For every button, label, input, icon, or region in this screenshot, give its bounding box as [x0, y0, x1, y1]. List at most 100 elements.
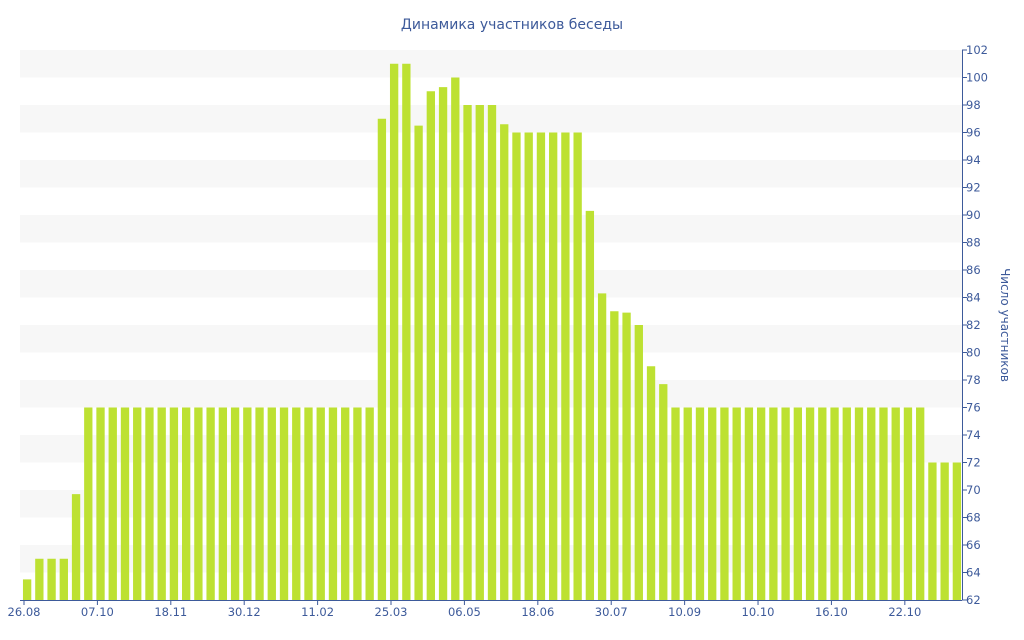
- bar: [573, 132, 582, 600]
- bar: [867, 407, 876, 600]
- bar: [634, 325, 643, 600]
- bar: [500, 124, 509, 600]
- bar: [438, 87, 448, 600]
- y-tick-label: 94: [966, 153, 981, 167]
- bar: [206, 407, 215, 600]
- x-tick-label: 22.10: [888, 605, 921, 619]
- bar: [84, 407, 93, 600]
- bar: [59, 558, 68, 600]
- bar: [708, 407, 717, 600]
- bar: [940, 462, 949, 600]
- x-tick-label: 07.10: [81, 605, 114, 619]
- bar: [524, 132, 533, 600]
- grid-band: [20, 50, 962, 78]
- bar: [830, 407, 839, 600]
- x-tick-label: 25.03: [375, 605, 408, 619]
- bar: [341, 407, 350, 600]
- bar: [328, 407, 338, 600]
- bar: [487, 105, 497, 600]
- bar: [463, 105, 472, 600]
- y-tick-label: 98: [966, 98, 981, 112]
- bar: [230, 407, 240, 600]
- bar: [597, 293, 607, 600]
- bar: [279, 407, 289, 600]
- bar: [952, 462, 962, 600]
- y-tick-label: 74: [966, 428, 981, 442]
- bar: [377, 118, 387, 600]
- bar: [182, 407, 191, 600]
- bar: [695, 407, 705, 600]
- y-axis-label: Число участников: [998, 268, 1012, 382]
- bar: [145, 407, 154, 600]
- bar: [854, 407, 864, 600]
- y-tick-label: 88: [966, 236, 981, 250]
- y-tick-label: 82: [966, 318, 981, 332]
- y-tick-label: 70: [966, 483, 981, 497]
- bar: [96, 407, 105, 600]
- x-tick-label: 10.10: [742, 605, 775, 619]
- y-tick-label: 68: [966, 511, 981, 525]
- x-tick-label: 30.12: [228, 605, 261, 619]
- y-tick-label: 86: [966, 263, 981, 277]
- bar: [659, 384, 668, 601]
- bar: [120, 407, 130, 600]
- x-tick-label: 26.08: [8, 605, 41, 619]
- bar: [218, 407, 228, 600]
- bar: [622, 312, 631, 600]
- bar: [781, 407, 790, 600]
- bar: [22, 579, 32, 601]
- bar: [133, 407, 142, 600]
- bar: [402, 63, 411, 600]
- y-tick-label: 64: [966, 566, 981, 580]
- bar: [561, 132, 570, 600]
- bar: [255, 407, 264, 600]
- x-tick-label: 10.09: [668, 605, 701, 619]
- bar: [353, 407, 362, 600]
- y-tick-label: 62: [966, 593, 981, 607]
- bar: [720, 407, 729, 600]
- bar: [732, 407, 741, 600]
- bar: [842, 407, 851, 600]
- bar: [389, 63, 399, 600]
- bar: [35, 558, 44, 600]
- bar: [549, 132, 558, 600]
- bar: [426, 91, 435, 600]
- x-tick-label: 18.11: [154, 605, 187, 619]
- bar: [928, 462, 937, 600]
- y-tick-label: 90: [966, 208, 981, 222]
- y-axis: 62 64 66 68 70 72 74 76 78 80 82 84 86 88 90 92 94 96 98 10…: [962, 43, 988, 607]
- bar: [108, 407, 117, 600]
- bar: [304, 407, 313, 600]
- bars: [22, 63, 962, 601]
- x-tick-label: 30.07: [595, 605, 628, 619]
- bar: [71, 494, 81, 601]
- bar: [451, 77, 460, 600]
- bar: [916, 407, 925, 600]
- bar: [414, 125, 423, 601]
- bar: [47, 558, 56, 600]
- bar: [365, 407, 374, 600]
- bar: [879, 407, 888, 600]
- bar: [769, 407, 778, 600]
- bar: [585, 210, 595, 600]
- y-tick-label: 84: [966, 291, 981, 305]
- bar: [683, 407, 692, 600]
- x-tick-label: 18.06: [521, 605, 554, 619]
- y-tick-label: 92: [966, 181, 981, 195]
- x-tick-label: 11.02: [301, 605, 334, 619]
- y-tick-label: 102: [966, 43, 988, 57]
- y-tick-label: 96: [966, 126, 981, 140]
- y-tick-label: 100: [966, 71, 988, 85]
- bar: [756, 407, 766, 600]
- y-tick-label: 72: [966, 456, 981, 470]
- x-tick-label: 06.05: [448, 605, 481, 619]
- bar: [671, 407, 680, 600]
- bar: [610, 311, 619, 600]
- bar: [316, 407, 325, 600]
- bar: [818, 407, 827, 600]
- bar: [512, 132, 521, 600]
- bar: [169, 407, 179, 600]
- y-tick-label: 78: [966, 373, 981, 387]
- bar: [891, 407, 900, 600]
